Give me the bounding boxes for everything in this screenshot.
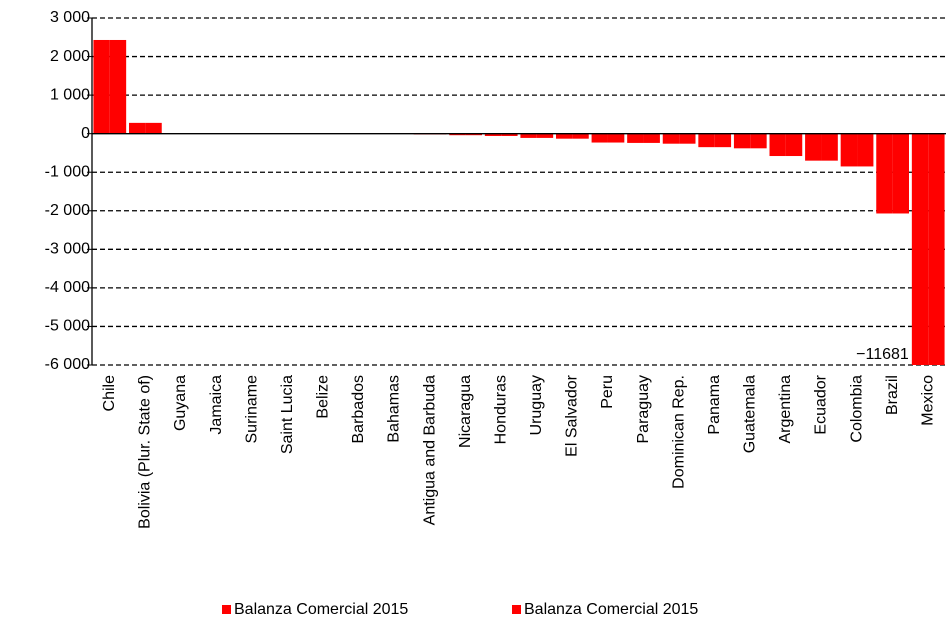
x-tick-label: Guyana bbox=[172, 375, 189, 431]
bar bbox=[785, 133, 803, 157]
x-tick-label: Honduras bbox=[492, 375, 509, 444]
x-tick-label: Bolivia (Plur. State of) bbox=[137, 375, 154, 529]
bar bbox=[892, 133, 909, 214]
bar bbox=[520, 133, 537, 138]
y-tick-label: -1 000 bbox=[45, 163, 90, 180]
x-tick-label: Chile bbox=[101, 375, 118, 412]
x-tick-label: Argentina bbox=[777, 375, 794, 444]
bar bbox=[840, 133, 858, 167]
x-tick-label: Barbados bbox=[350, 375, 367, 444]
data-label: −11681 bbox=[856, 346, 909, 363]
bar bbox=[484, 133, 502, 136]
x-tick-label: Dominican Rep. bbox=[670, 375, 687, 489]
bar bbox=[607, 133, 625, 143]
legend-swatch bbox=[512, 605, 521, 614]
bar bbox=[93, 39, 110, 134]
x-tick-label: Bahamas bbox=[386, 375, 403, 443]
x-tick-label: Antigua and Barbuda bbox=[421, 375, 438, 525]
bar bbox=[662, 133, 680, 144]
x-tick-label: Peru bbox=[599, 375, 616, 409]
x-tick-label: Saint Lucia bbox=[279, 375, 296, 454]
y-tick-label: 0 bbox=[81, 125, 90, 142]
bar bbox=[536, 133, 554, 138]
bar bbox=[556, 133, 573, 139]
x-tick-label: Nicaragua bbox=[457, 375, 474, 448]
y-tick-label: -6 000 bbox=[45, 356, 90, 373]
x-tick-label: Suriname bbox=[243, 375, 260, 444]
x-tick-label: Ecuador bbox=[813, 374, 830, 434]
x-tick-label: El Salvador bbox=[564, 374, 581, 456]
bar bbox=[750, 133, 767, 149]
bar bbox=[109, 39, 127, 134]
legend-label: Balanza Comercial 2015 bbox=[234, 601, 408, 618]
bar bbox=[501, 133, 518, 136]
bar bbox=[821, 133, 838, 161]
legend-swatch bbox=[222, 605, 231, 614]
bar bbox=[449, 133, 466, 136]
bar bbox=[805, 133, 822, 161]
bar bbox=[465, 133, 482, 136]
bar bbox=[129, 122, 146, 134]
y-tick-label: 3 000 bbox=[50, 9, 90, 26]
legend-label: Balanza Comercial 2015 bbox=[524, 601, 698, 618]
bar bbox=[857, 133, 874, 167]
bar bbox=[572, 133, 589, 139]
bar bbox=[698, 133, 715, 148]
bars bbox=[93, 39, 945, 365]
y-tick-label: -2 000 bbox=[45, 202, 90, 219]
x-tick-label: Guatemala bbox=[742, 375, 759, 453]
x-tick-label: Mexico bbox=[919, 375, 936, 426]
bar bbox=[876, 133, 893, 214]
y-tick-label: -5 000 bbox=[45, 318, 90, 335]
bar bbox=[643, 133, 660, 143]
y-tick-label: 2 000 bbox=[50, 48, 90, 65]
y-tick-label: -4 000 bbox=[45, 279, 90, 296]
x-tick-label: Jamaica bbox=[208, 375, 225, 435]
bar bbox=[627, 133, 644, 143]
bar bbox=[911, 133, 929, 365]
y-tick-label: -3 000 bbox=[45, 241, 90, 258]
y-tick-label: 1 000 bbox=[50, 86, 90, 103]
bar bbox=[769, 133, 786, 157]
bar bbox=[714, 133, 732, 148]
x-tick-label: Colombia bbox=[848, 375, 865, 443]
x-tick-label: Paraguay bbox=[635, 375, 652, 444]
x-tick-label: Brazil bbox=[884, 375, 901, 415]
bar bbox=[928, 133, 945, 365]
bar bbox=[733, 133, 751, 149]
bar bbox=[679, 133, 696, 144]
x-tick-label: Uruguay bbox=[528, 375, 545, 435]
bar bbox=[591, 133, 608, 143]
x-tick-label: Belize bbox=[315, 375, 332, 419]
x-tick-label: Panama bbox=[706, 375, 723, 435]
bar bbox=[145, 122, 162, 134]
